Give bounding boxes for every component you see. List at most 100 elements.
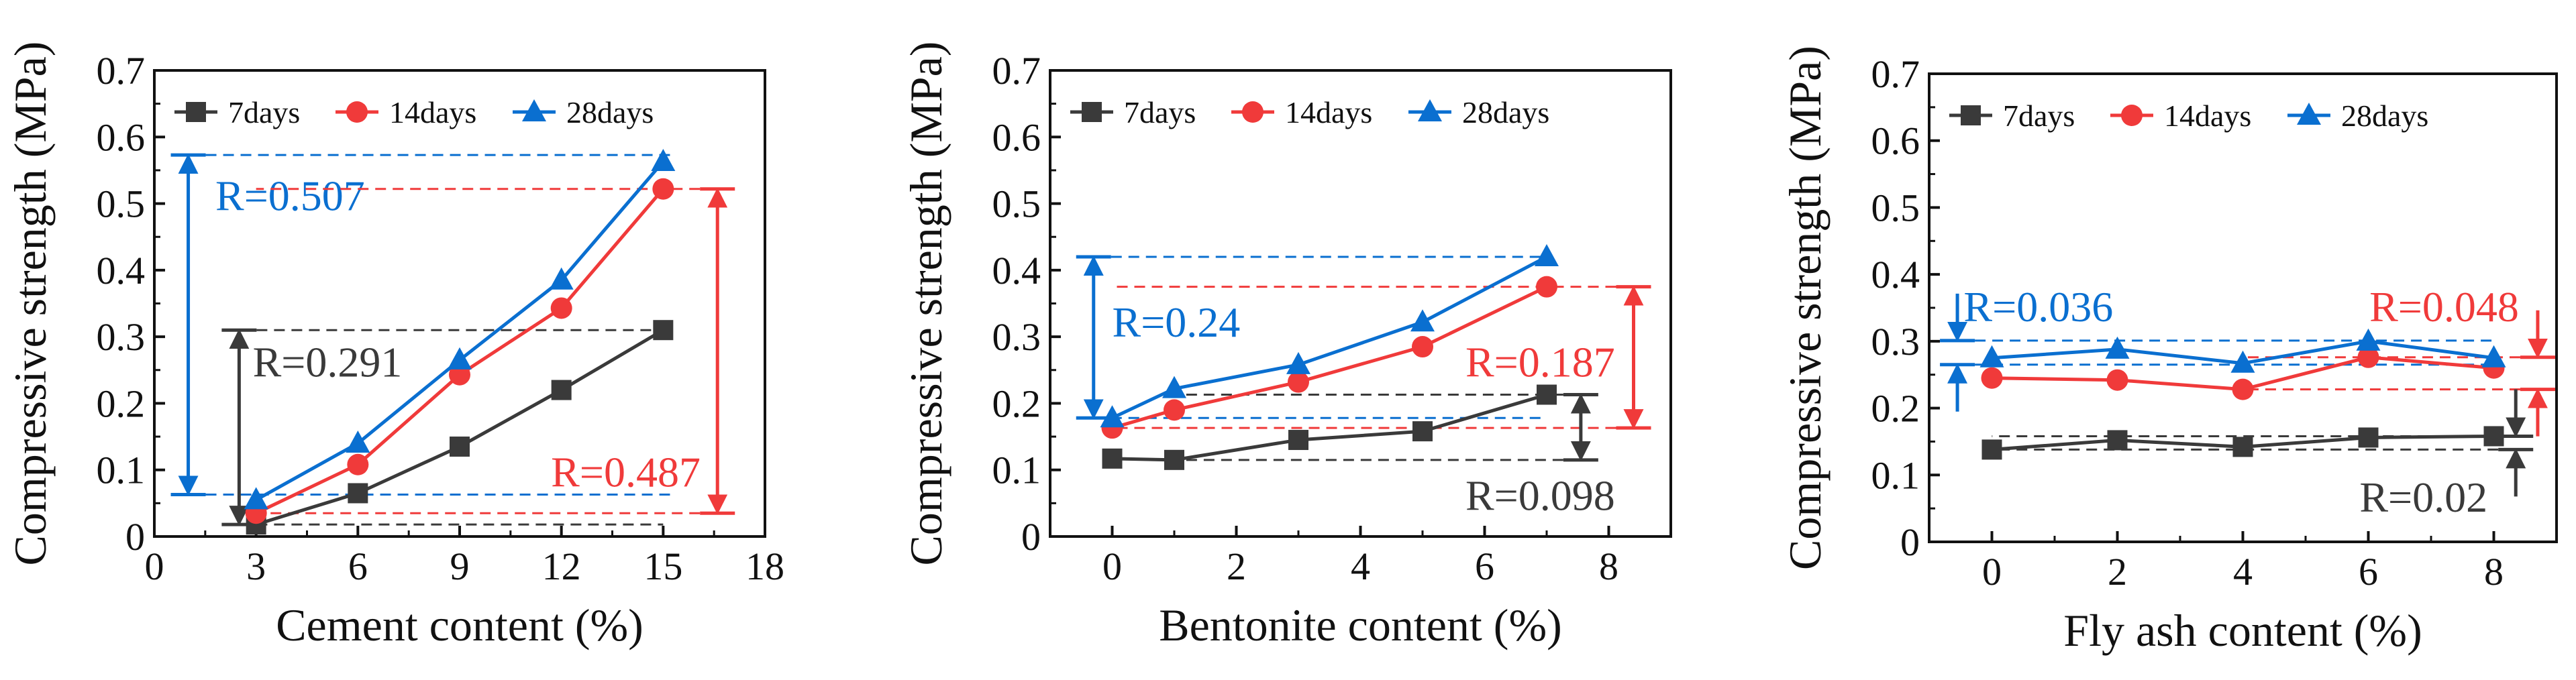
chart-3-7days-point	[2358, 427, 2379, 448]
chart-3-14days-point	[2357, 346, 2379, 368]
chart-3-28days-point	[1979, 345, 2004, 367]
chart-2-14days-point	[1412, 336, 1433, 358]
chart-1-7days-range-label: R=0.291	[253, 339, 403, 386]
chart-2-y-tick-label: 0	[1021, 515, 1041, 559]
chart-2-x-tick-label: 8	[1599, 545, 1618, 588]
chart-2-legend-7days-label: 7days	[1124, 95, 1196, 129]
chart-2-14days-point	[1164, 399, 1185, 421]
chart-1-x-axis-title: Cement content (%)	[276, 600, 643, 650]
chart-2-14days-point	[1288, 371, 1309, 393]
chart-3-x-tick-label: 0	[1982, 550, 2002, 593]
cement-chart: 0 0.1 0.2 0.3 0.4 0.5 0.6 0.7 0 3 6 9 12 15 18 Cement c…	[5, 42, 784, 650]
chart-1-y-tick-label: 0.2	[97, 382, 146, 425]
chart-1-legend-14days-label: 14days	[389, 95, 476, 129]
chart-1-x-tick-label: 6	[348, 545, 368, 588]
chart-3-legend-14days-marker	[2121, 105, 2143, 126]
chart-3-7days-point	[2232, 437, 2253, 457]
chart-2-y-axis-title: Compressive strength (MPa)	[900, 42, 951, 566]
fly-ash-chart: 0 0.1 0.2 0.3 0.4 0.5 0.6 0.7 0 2 4 6 8 Fly ash conte…	[1780, 46, 2558, 656]
chart-1-7days-point	[551, 380, 572, 400]
chart-2-x-tick-label: 4	[1351, 545, 1370, 588]
chart-3-7days-range-label: R=0.02	[2359, 473, 2487, 521]
chart-2-28days-point	[1100, 405, 1125, 428]
chart-3-y-tick-label: 0.2	[1871, 387, 1920, 431]
chart-3-x-tick-label: 2	[2108, 550, 2127, 593]
chart-3-y-axis-title: Compressive strength (MPa)	[1780, 46, 1831, 570]
chart-1-y-tick-label: 0.4	[97, 249, 146, 292]
chart-2-14days-point	[1536, 276, 1557, 298]
chart-1-28days-point	[346, 431, 370, 453]
chart-3-x-axis-title: Fly ash content (%)	[2063, 605, 2422, 656]
chart-1-14days-point	[652, 178, 674, 200]
chart-2-28days-point	[1162, 376, 1186, 398]
chart-2-legend-28days-marker	[1418, 99, 1442, 121]
chart-1-y-tick-label: 0.3	[97, 315, 146, 359]
chart-2-y-tick-label: 0.1	[992, 449, 1041, 492]
chart-2-28days-point	[1286, 351, 1310, 374]
chart-3-y-tick-label: 0.6	[1871, 119, 1920, 163]
chart-1-x-tick-label: 12	[542, 545, 581, 588]
chart-2-legend-7days-marker	[1082, 102, 1102, 122]
chart-1-14days-range-label: R=0.487	[551, 449, 701, 496]
chart-1-x-tick-label: 9	[450, 545, 470, 588]
chart-2-7days-point	[1537, 384, 1557, 405]
chart-2-x-tick-label: 0	[1102, 545, 1122, 588]
chart-3-7days-point	[2483, 426, 2504, 447]
chart-3-14days-range-label: R=0.048	[2369, 283, 2519, 331]
chart-3-28days-range-label: R=0.036	[1963, 283, 2113, 331]
chart-3-28days-point	[2230, 350, 2255, 373]
chart-1-legend-28days-marker	[522, 99, 546, 121]
chart-1-legend-7days-label: 7days	[228, 95, 300, 129]
chart-2-x-tick-label: 6	[1475, 545, 1494, 588]
chart-3-legend-28days-marker	[2297, 103, 2321, 125]
chart-1-7days-point	[450, 436, 470, 457]
chart-1-y-tick-label: 0.6	[97, 115, 146, 159]
chart-3-x-tick-label: 8	[2484, 550, 2504, 593]
chart-1-legend-14days-marker	[346, 101, 368, 123]
chart-1-28days-range-label: R=0.507	[215, 172, 365, 220]
chart-1-y-tick-label: 0	[125, 515, 145, 559]
chart-3-14days-point	[2232, 378, 2254, 400]
chart-3-legend-7days-label: 7days	[2003, 99, 2075, 133]
chart-3-y-tick-label: 0	[1900, 520, 1920, 564]
chart-1-14days-point	[550, 297, 572, 319]
chart-3-x-tick-label: 4	[2233, 550, 2253, 593]
chart-1-y-tick-label: 0.5	[97, 182, 146, 226]
chart-1-28days-point	[549, 267, 574, 290]
chart-2-y-tick-label: 0.5	[992, 182, 1041, 226]
chart-3-28days-point	[2481, 345, 2506, 367]
chart-2-7days-range-label: R=0.098	[1465, 471, 1615, 519]
chart-2-7days-point	[1288, 430, 1308, 451]
chart-3-7days-point	[2107, 430, 2128, 451]
chart-3-y-tick-label: 0.5	[1871, 186, 1920, 229]
chart-3-legend-28days-label: 28days	[2341, 99, 2428, 133]
chart-3-y-tick-label: 0.7	[1871, 52, 1920, 96]
chart-1-legend-7days-marker	[186, 102, 206, 122]
chart-1-x-tick-label: 18	[745, 545, 784, 588]
chart-3-legend-14days-label: 14days	[2164, 99, 2251, 133]
chart-2-7days-point	[1164, 449, 1184, 470]
chart-3-x-tick-label: 6	[2359, 550, 2378, 593]
chart-2-legend-14days-label: 14days	[1285, 95, 1372, 129]
chart-2-x-tick-label: 2	[1227, 545, 1246, 588]
chart-2-28days-range-label: R=0.24	[1113, 298, 1241, 346]
chart-1-y-tick-label: 0.1	[97, 449, 146, 492]
chart-2-7days-point	[1412, 421, 1433, 442]
chart-2-y-tick-label: 0.4	[992, 249, 1041, 292]
chart-2-y-tick-label: 0.3	[992, 315, 1041, 359]
chart-2-28days-point	[1410, 309, 1435, 332]
chart-1-x-tick-label: 3	[246, 545, 266, 588]
chart-1-7days-point	[348, 483, 368, 504]
chart-3-14days-point	[1981, 367, 2003, 389]
chart-2-legend-14days-marker	[1242, 101, 1264, 123]
chart-1-x-tick-label: 15	[643, 545, 682, 588]
chart-2-y-tick-label: 0.2	[992, 382, 1041, 425]
chart-3-14days-point	[2106, 369, 2128, 391]
chart-2-28days-point	[1535, 244, 1559, 266]
chart-3-legend-7days-marker	[1961, 105, 1981, 125]
chart-1-28days-point	[244, 487, 268, 510]
chart-3-y-tick-label: 0.4	[1871, 253, 1920, 296]
chart-3-7days-point	[1981, 439, 2002, 460]
chart-1-14days-point	[347, 453, 369, 475]
